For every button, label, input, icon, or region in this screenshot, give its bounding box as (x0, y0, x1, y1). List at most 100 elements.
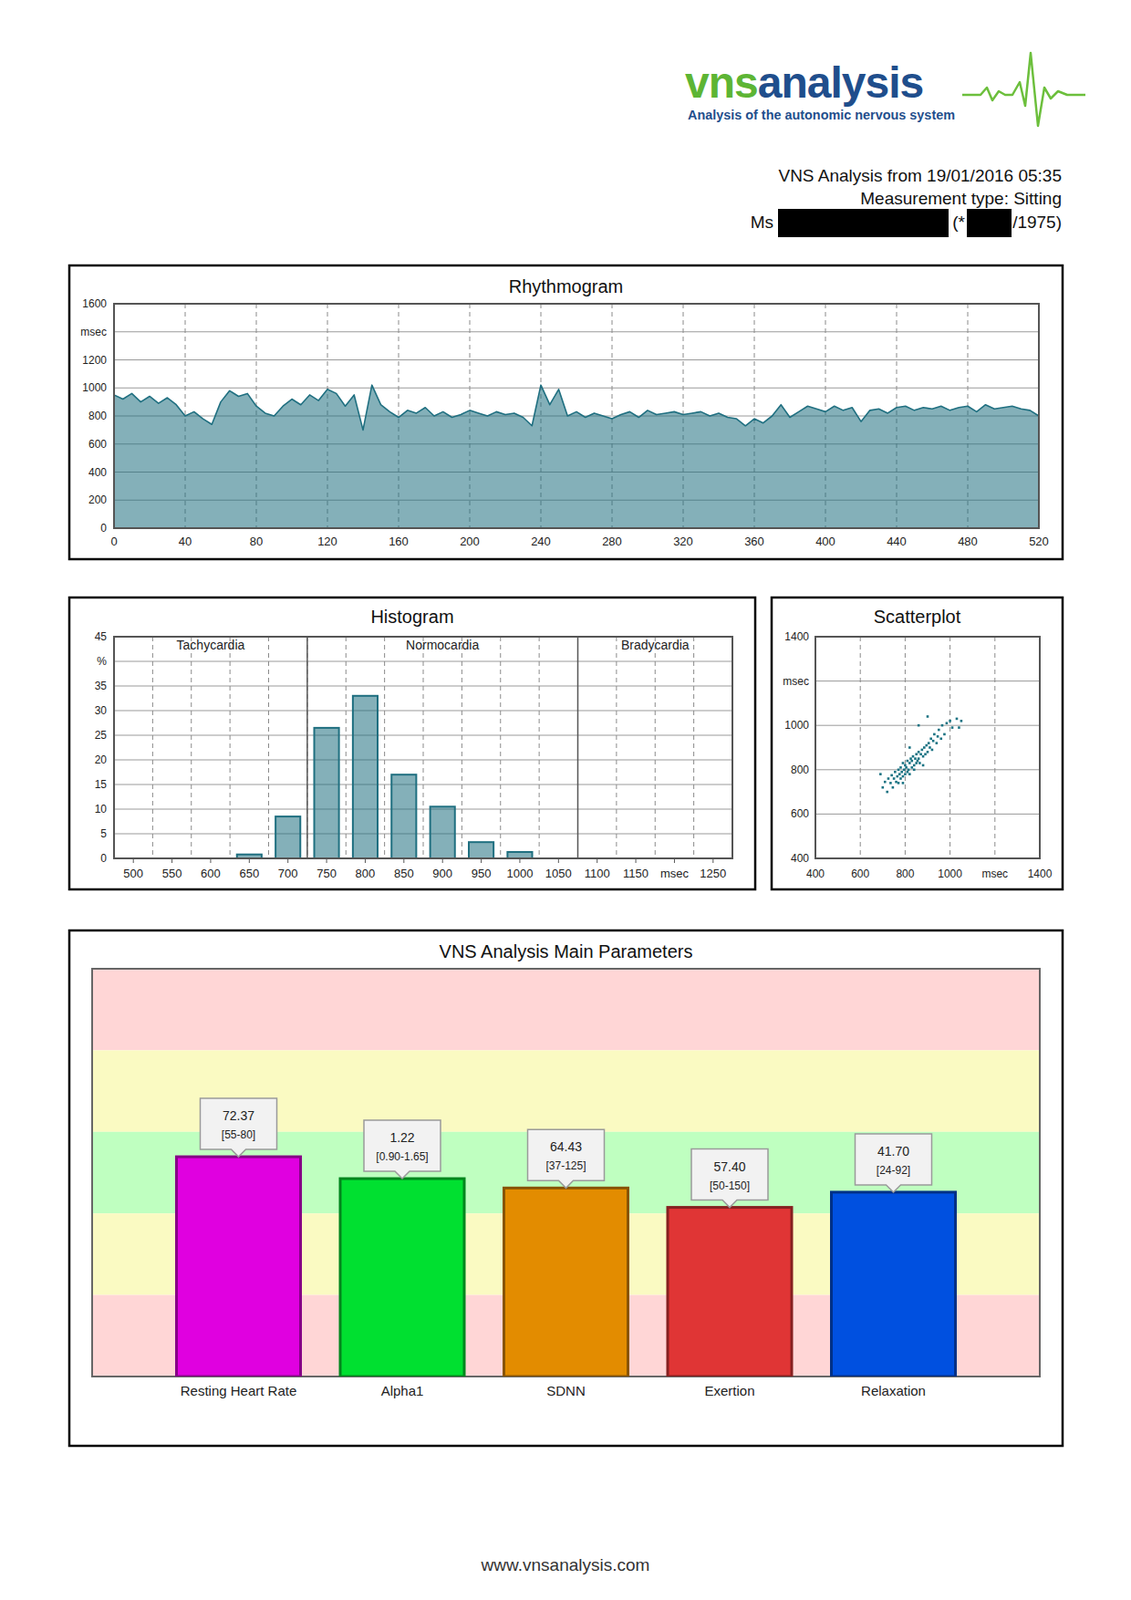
scatter-point (926, 715, 930, 718)
tick-label: 200 (459, 534, 480, 549)
tick-label: 1000 (937, 867, 963, 881)
bar (667, 1207, 792, 1377)
range-label: [37-125] (545, 1159, 586, 1173)
scatter-point (902, 768, 906, 772)
grid-line (815, 725, 1040, 727)
chart-title: Rhythmogram (508, 276, 624, 297)
tick-label: 0 (100, 851, 107, 865)
category-label: Relaxation (861, 1382, 926, 1399)
scatter-point (892, 786, 895, 789)
tick-label: 40 (178, 534, 192, 549)
tick-label: 550 (162, 866, 183, 881)
scatter-point (941, 724, 945, 727)
scatter-point (881, 786, 885, 789)
grid-line (904, 636, 906, 859)
plot-border (114, 636, 733, 859)
tick-label: 35 (94, 679, 108, 693)
histogram-bar (468, 841, 494, 859)
scatter-point (960, 719, 964, 723)
tick-label: 850 (394, 866, 415, 881)
grid-line (693, 636, 695, 859)
scatter-point (924, 744, 928, 748)
data-label: 1.22 (389, 1130, 415, 1145)
plot-marks (176, 1156, 956, 1377)
scatter-point (927, 741, 931, 745)
tick-label: 20 (94, 753, 108, 767)
scatter-point (913, 768, 916, 772)
plot-area (114, 636, 733, 859)
logo-part: analysis (757, 58, 924, 107)
scatter-point (883, 780, 887, 784)
zone-boundary (577, 636, 580, 859)
tick-label: 600 (200, 866, 221, 881)
scatter-point (900, 770, 903, 774)
label-box (200, 1098, 278, 1157)
scatter-point (945, 721, 949, 725)
tick-label: 10 (94, 802, 108, 816)
scatter-point (908, 761, 912, 765)
grid-line (114, 359, 1039, 361)
scatter-point (935, 741, 939, 745)
grid-line (190, 636, 192, 859)
tick-label: 440 (886, 534, 907, 549)
logo-part: vns (684, 58, 758, 107)
grid-line (229, 636, 231, 859)
scatter-point (919, 752, 923, 756)
scatter-point (957, 726, 961, 729)
grid-line (152, 636, 154, 859)
range-band (92, 1049, 1040, 1131)
label-box (691, 1149, 768, 1208)
zone-label: Tachycardia (176, 637, 246, 653)
logo-heartbeat (962, 52, 1086, 126)
scatter-point (917, 757, 921, 760)
scatter-point (899, 766, 903, 769)
plot-marks (237, 695, 533, 859)
tick-label: msec (782, 674, 810, 688)
range-label: [0.90-1.65] (375, 1150, 428, 1163)
grid-line (268, 636, 270, 859)
scatter-point (903, 764, 907, 768)
scatter-point (922, 764, 925, 768)
histogram-bar (430, 806, 456, 859)
tick-label: 80 (249, 534, 263, 549)
grid-line (815, 680, 1040, 682)
tick-label: 500 (123, 866, 144, 881)
scatter-point (908, 772, 912, 776)
scatter-point (897, 768, 901, 772)
scatter-point (943, 733, 946, 737)
range-label: [55-80] (221, 1128, 256, 1142)
tick-label: 800 (355, 866, 376, 881)
footer: www.vnsanalysis.com (480, 1555, 651, 1575)
scatter-point (898, 772, 902, 776)
label-box (528, 1129, 605, 1188)
tick-label: 320 (673, 534, 694, 549)
tick-label: 1000 (506, 866, 533, 881)
scatter-point (914, 761, 918, 765)
panel-frame (69, 265, 1063, 560)
scatter-point (931, 748, 934, 752)
tick-label: 1400 (784, 630, 810, 644)
tick-label: msec (80, 325, 107, 339)
scatter-point (897, 781, 901, 785)
tick-label: 800 (895, 867, 914, 881)
data-label: 41.70 (877, 1143, 910, 1159)
measurement-type: Measurement type: Sitting (860, 188, 1062, 208)
plot-border (92, 968, 1040, 1377)
scatter-point (917, 750, 921, 754)
grid-line (949, 636, 951, 859)
bar (504, 1187, 629, 1377)
scatter-point (899, 777, 903, 780)
scatter-point (948, 719, 952, 723)
birth-prefix: (* (952, 212, 965, 232)
tick-label: 800 (790, 763, 810, 777)
tick-label: 1250 (699, 866, 727, 881)
grid-line (499, 636, 501, 859)
scatter-point (910, 766, 914, 769)
scatter-point (921, 748, 924, 752)
tick-label: 45 (94, 630, 108, 644)
tick-label: 400 (790, 851, 810, 865)
birth-suffix: /1975) (1012, 212, 1062, 232)
grid-line (815, 813, 1040, 815)
grid-line (577, 636, 579, 859)
tick-label: 200 (88, 493, 107, 507)
